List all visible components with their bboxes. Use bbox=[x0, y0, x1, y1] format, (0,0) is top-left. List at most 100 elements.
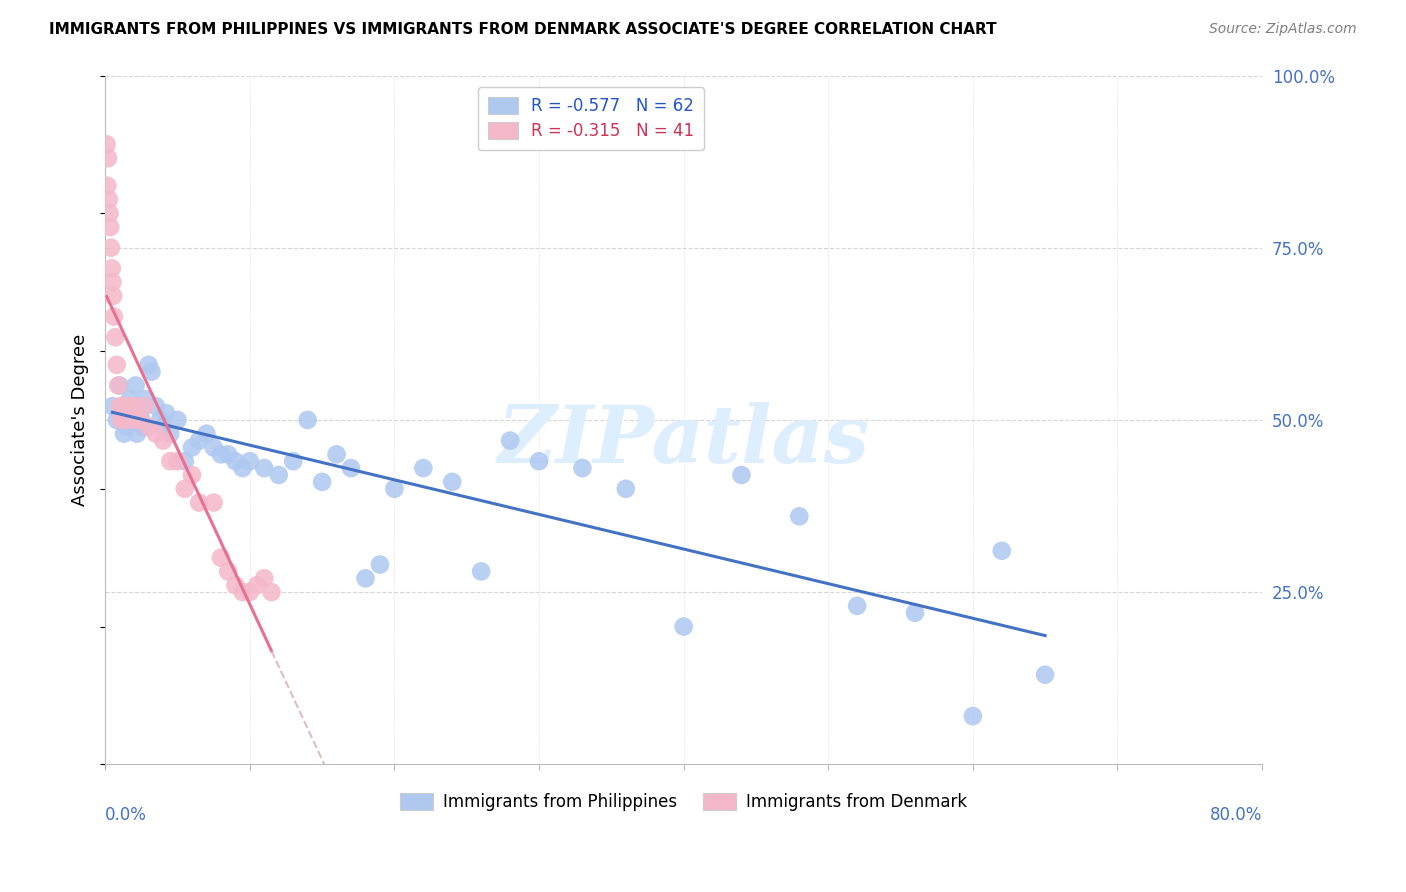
Point bbox=[152, 434, 174, 448]
Point bbox=[239, 585, 262, 599]
Point bbox=[283, 454, 305, 468]
Point bbox=[166, 454, 188, 468]
Point bbox=[260, 585, 283, 599]
Point bbox=[1033, 667, 1056, 681]
Point bbox=[470, 565, 492, 579]
Point bbox=[114, 399, 136, 413]
Point bbox=[384, 482, 406, 496]
Point bbox=[846, 599, 869, 613]
Point bbox=[149, 413, 172, 427]
Point bbox=[138, 358, 160, 372]
Point bbox=[152, 419, 174, 434]
Point bbox=[246, 578, 269, 592]
Point bbox=[108, 378, 131, 392]
Point bbox=[340, 461, 363, 475]
Point bbox=[297, 413, 319, 427]
Legend: R = -0.577   N = 62, R = -0.315   N = 41: R = -0.577 N = 62, R = -0.315 N = 41 bbox=[478, 87, 704, 150]
Point bbox=[614, 482, 637, 496]
Point bbox=[145, 426, 167, 441]
Point bbox=[253, 571, 276, 585]
Text: 80.0%: 80.0% bbox=[1209, 805, 1263, 823]
Point bbox=[120, 413, 142, 427]
Point bbox=[115, 419, 138, 434]
Point bbox=[354, 571, 377, 585]
Point bbox=[107, 378, 129, 392]
Text: ZIPatlas: ZIPatlas bbox=[498, 401, 870, 479]
Point bbox=[105, 358, 128, 372]
Point bbox=[253, 461, 276, 475]
Point bbox=[101, 289, 124, 303]
Point bbox=[97, 151, 120, 165]
Point bbox=[131, 413, 153, 427]
Point bbox=[122, 413, 145, 427]
Point bbox=[138, 419, 160, 434]
Point bbox=[202, 441, 225, 455]
Point bbox=[188, 434, 211, 448]
Point bbox=[527, 454, 550, 468]
Point bbox=[111, 399, 134, 413]
Point bbox=[101, 275, 124, 289]
Point bbox=[96, 178, 118, 193]
Point bbox=[103, 310, 125, 324]
Point bbox=[110, 413, 132, 427]
Point bbox=[672, 619, 695, 633]
Y-axis label: Associate's Degree: Associate's Degree bbox=[72, 334, 89, 506]
Point bbox=[181, 468, 204, 483]
Point bbox=[990, 543, 1012, 558]
Point bbox=[135, 392, 157, 407]
Point bbox=[105, 413, 128, 427]
Point bbox=[173, 482, 195, 496]
Point bbox=[173, 454, 195, 468]
Point bbox=[118, 399, 141, 413]
Point bbox=[217, 565, 239, 579]
Point bbox=[217, 447, 239, 461]
Point bbox=[441, 475, 464, 489]
Point bbox=[159, 426, 181, 441]
Point bbox=[181, 441, 204, 455]
Point bbox=[239, 454, 262, 468]
Point bbox=[100, 241, 122, 255]
Point bbox=[134, 399, 156, 413]
Point bbox=[232, 585, 254, 599]
Point bbox=[121, 406, 143, 420]
Point bbox=[904, 606, 927, 620]
Point bbox=[98, 220, 121, 235]
Point bbox=[117, 406, 139, 420]
Text: 0.0%: 0.0% bbox=[105, 805, 148, 823]
Point bbox=[101, 399, 124, 413]
Point bbox=[499, 434, 522, 448]
Point bbox=[132, 419, 155, 434]
Point bbox=[412, 461, 434, 475]
Point bbox=[111, 413, 134, 427]
Point bbox=[267, 468, 290, 483]
Point bbox=[224, 578, 246, 592]
Text: IMMIGRANTS FROM PHILIPPINES VS IMMIGRANTS FROM DENMARK ASSOCIATE'S DEGREE CORREL: IMMIGRANTS FROM PHILIPPINES VS IMMIGRANT… bbox=[49, 22, 997, 37]
Point bbox=[127, 399, 149, 413]
Point bbox=[129, 413, 152, 427]
Point bbox=[98, 206, 121, 220]
Point bbox=[145, 399, 167, 413]
Point bbox=[124, 399, 146, 413]
Point bbox=[112, 426, 135, 441]
Point bbox=[155, 406, 177, 420]
Point bbox=[224, 454, 246, 468]
Point bbox=[209, 550, 232, 565]
Point bbox=[730, 468, 752, 483]
Point bbox=[118, 392, 141, 407]
Point bbox=[96, 137, 118, 152]
Point bbox=[159, 454, 181, 468]
Point bbox=[166, 413, 188, 427]
Point bbox=[97, 193, 120, 207]
Point bbox=[112, 413, 135, 427]
Point bbox=[571, 461, 593, 475]
Point bbox=[368, 558, 391, 572]
Point bbox=[125, 426, 148, 441]
Point bbox=[232, 461, 254, 475]
Point bbox=[124, 378, 146, 392]
Point bbox=[325, 447, 347, 461]
Point bbox=[115, 399, 138, 413]
Text: Source: ZipAtlas.com: Source: ZipAtlas.com bbox=[1209, 22, 1357, 37]
Point bbox=[188, 495, 211, 509]
Point bbox=[100, 261, 122, 276]
Point bbox=[129, 406, 152, 420]
